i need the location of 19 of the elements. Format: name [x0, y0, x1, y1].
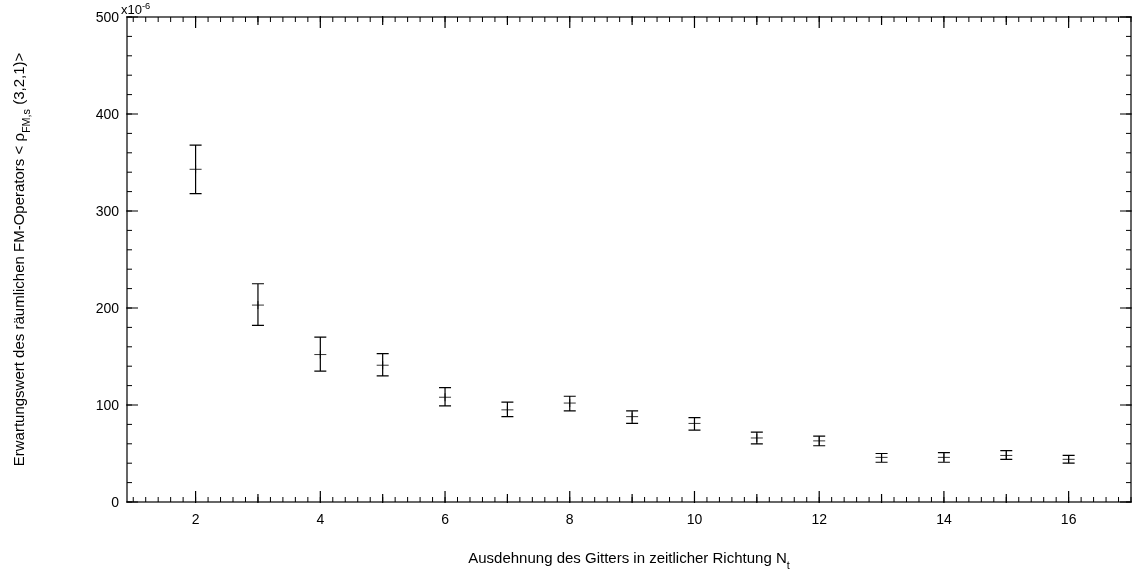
x-tick-label: 12: [811, 511, 828, 527]
x-tick-label: 6: [441, 511, 450, 527]
y-tick-label: 500: [95, 9, 120, 25]
y-tick-label: 100: [95, 397, 120, 413]
x-tick-label: 2: [191, 511, 200, 527]
x-tick-label: 14: [936, 511, 952, 527]
point: [376, 360, 390, 370]
x-tick-label: 10: [686, 511, 703, 527]
point: [189, 164, 202, 174]
x-tick-label: 8: [565, 511, 574, 527]
x-tick-label: 4: [316, 511, 325, 527]
annotation: x10$^{-6}$: [121, 1, 151, 17]
y-tick-label: 300: [95, 203, 120, 219]
y-tick-label: 400: [95, 106, 120, 122]
point: [251, 300, 265, 310]
x-tick-label: 16: [1060, 511, 1077, 527]
y-tick-label: 200: [95, 300, 120, 316]
x-axis-title: Ausdehnung des Gitters in zeitlicher Richtung N$_{t}$: [468, 549, 790, 571]
y-tick-label: 0: [111, 494, 120, 510]
